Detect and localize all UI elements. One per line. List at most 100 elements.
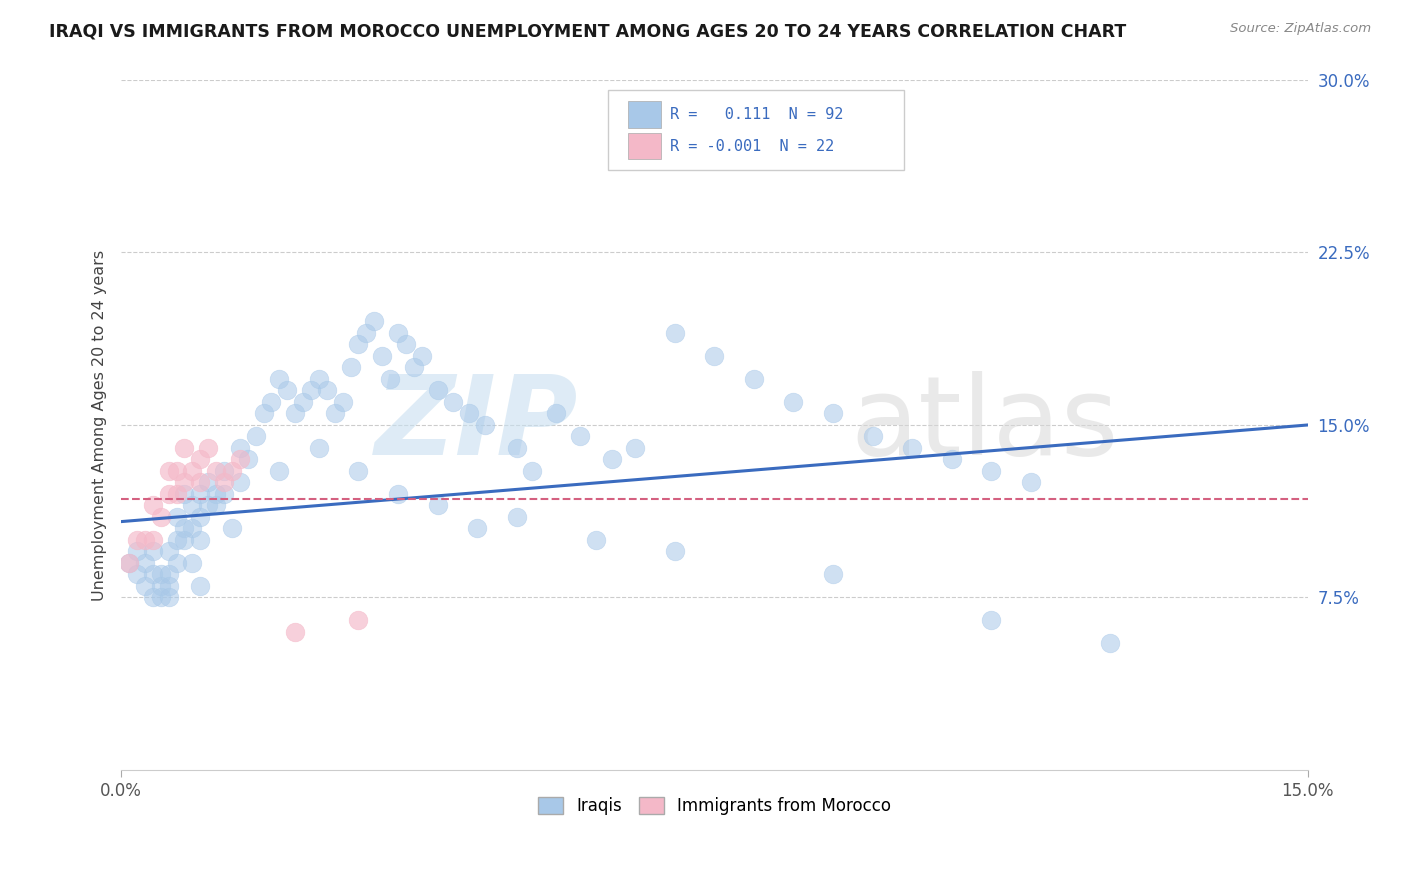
Point: [980, 614, 1002, 628]
Point: [181, 556, 204, 570]
Point: [188, 452, 211, 467]
Point: [402, 360, 425, 375]
Point: [221, 521, 243, 535]
Point: [862, 429, 884, 443]
Point: [142, 591, 165, 605]
Point: [465, 521, 488, 535]
Point: [205, 499, 228, 513]
Point: [347, 614, 370, 628]
Point: [212, 487, 235, 501]
Point: [157, 579, 180, 593]
Point: [356, 326, 378, 340]
Point: [505, 441, 527, 455]
Text: IRAQI VS IMMIGRANTS FROM MOROCCO UNEMPLOYMENT AMONG AGES 20 TO 24 YEARS CORRELAT: IRAQI VS IMMIGRANTS FROM MOROCCO UNEMPLO…: [49, 22, 1126, 40]
Point: [252, 407, 274, 421]
Point: [901, 441, 924, 455]
Point: [980, 464, 1002, 478]
Point: [166, 556, 188, 570]
Point: [205, 487, 228, 501]
Point: [236, 452, 259, 467]
Point: [585, 533, 607, 547]
Point: [339, 360, 361, 375]
Point: [166, 533, 188, 547]
Point: [142, 567, 165, 582]
Point: [284, 407, 307, 421]
Point: [624, 441, 647, 455]
Point: [181, 464, 204, 478]
Point: [188, 533, 211, 547]
Point: [134, 533, 156, 547]
Point: [205, 464, 228, 478]
Point: [411, 349, 433, 363]
Point: [441, 395, 464, 409]
Point: [347, 337, 370, 351]
Point: [664, 326, 686, 340]
Point: [188, 475, 211, 490]
Point: [782, 395, 804, 409]
Point: [1019, 475, 1042, 490]
Point: [181, 499, 204, 513]
Point: [157, 487, 180, 501]
FancyBboxPatch shape: [607, 90, 904, 169]
Point: [347, 464, 370, 478]
Point: [371, 349, 394, 363]
Point: [308, 372, 330, 386]
Point: [173, 533, 195, 547]
Text: Source: ZipAtlas.com: Source: ZipAtlas.com: [1230, 22, 1371, 36]
Point: [173, 521, 195, 535]
Legend: Iraqis, Immigrants from Morocco: Iraqis, Immigrants from Morocco: [530, 789, 900, 824]
Point: [149, 591, 172, 605]
Point: [821, 407, 844, 421]
Point: [212, 464, 235, 478]
Point: [568, 429, 591, 443]
Point: [149, 510, 172, 524]
Point: [600, 452, 623, 467]
Point: [387, 326, 409, 340]
Point: [378, 372, 401, 386]
Point: [166, 510, 188, 524]
Point: [1098, 636, 1121, 650]
Point: [426, 499, 449, 513]
Point: [212, 475, 235, 490]
Point: [173, 475, 195, 490]
Point: [142, 533, 165, 547]
Point: [157, 567, 180, 582]
Point: [742, 372, 765, 386]
Point: [546, 407, 568, 421]
Point: [229, 452, 252, 467]
Point: [276, 384, 298, 398]
Point: [308, 441, 330, 455]
Point: [269, 372, 291, 386]
Point: [166, 464, 188, 478]
Point: [664, 544, 686, 558]
Point: [363, 314, 385, 328]
Text: atlas: atlas: [851, 371, 1119, 478]
Point: [157, 544, 180, 558]
Point: [505, 510, 527, 524]
Point: [142, 544, 165, 558]
Point: [125, 544, 148, 558]
Point: [173, 487, 195, 501]
Point: [197, 441, 219, 455]
Bar: [628, 102, 661, 128]
Point: [188, 487, 211, 501]
Point: [284, 625, 307, 640]
Point: [315, 384, 337, 398]
Point: [125, 567, 148, 582]
Point: [197, 499, 219, 513]
Text: R =   0.111  N = 92: R = 0.111 N = 92: [671, 107, 844, 122]
Point: [221, 464, 243, 478]
Point: [157, 464, 180, 478]
Point: [134, 579, 156, 593]
Point: [260, 395, 283, 409]
Point: [292, 395, 315, 409]
Point: [166, 487, 188, 501]
Point: [245, 429, 267, 443]
Point: [149, 567, 172, 582]
Point: [821, 567, 844, 582]
Point: [395, 337, 418, 351]
Point: [458, 407, 481, 421]
Point: [229, 441, 252, 455]
Point: [188, 579, 211, 593]
Bar: [628, 133, 661, 160]
